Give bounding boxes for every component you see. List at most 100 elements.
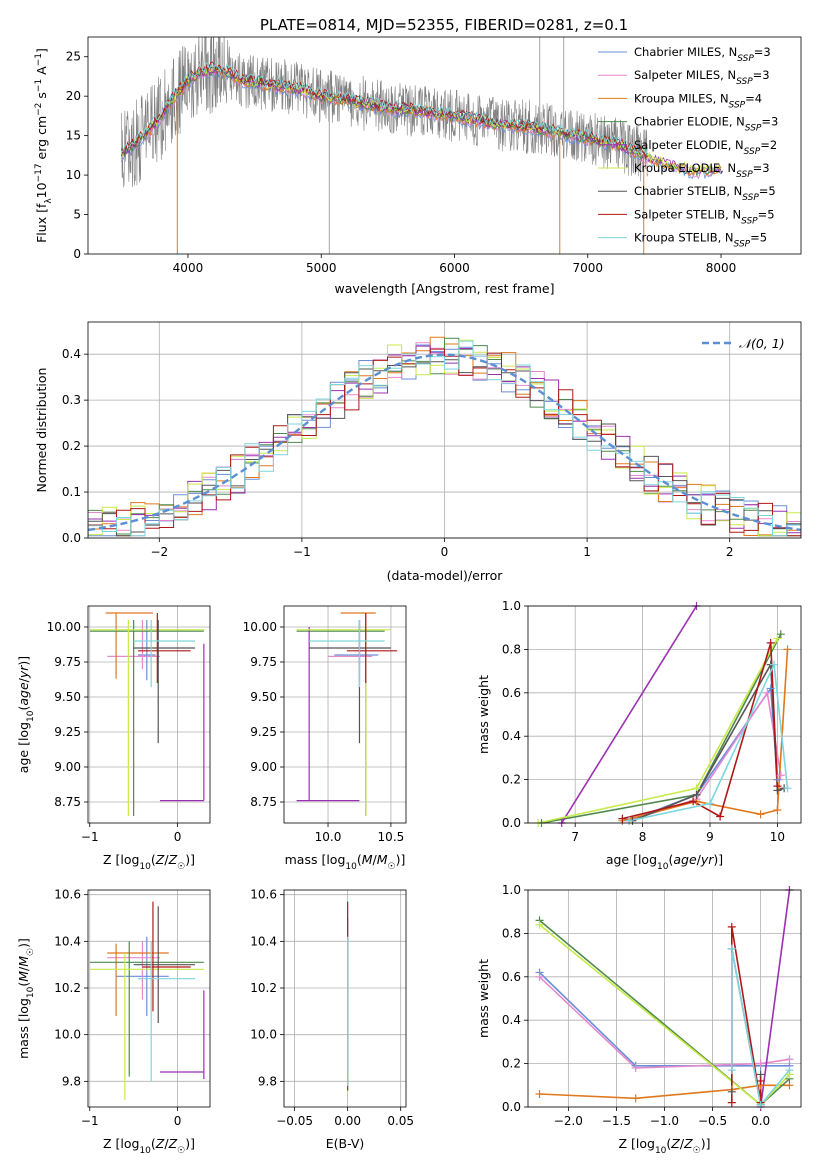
y-axis-label: mass weight bbox=[476, 959, 491, 1038]
y-tick-label: 10.0 bbox=[250, 1028, 277, 1042]
y-tick-label: 0.8 bbox=[502, 642, 521, 656]
legend-entry: Kroupa STELIB, NSSP=5 bbox=[634, 231, 767, 250]
y-tick-label: 0 bbox=[73, 247, 81, 261]
x-tick-label: 10.5 bbox=[378, 830, 405, 844]
y-tick-label: 0.8 bbox=[502, 926, 521, 940]
label-part: age [log bbox=[16, 722, 31, 773]
weight-marker bbox=[783, 784, 792, 793]
legend-entry: Chabrier MILES, NSSP=3 bbox=[634, 45, 771, 64]
label-part: =5 bbox=[759, 184, 776, 198]
label-part: Normed distribution bbox=[34, 368, 49, 493]
x-tick-label: 0.05 bbox=[387, 1114, 414, 1128]
label-part: SSP bbox=[729, 100, 746, 110]
y-tick-label: 0.4 bbox=[502, 729, 521, 743]
x-axis-label: E(B-V) bbox=[326, 1136, 365, 1151]
label-part: −17 bbox=[34, 163, 44, 182]
weight-marker bbox=[535, 972, 544, 981]
label-part: )] bbox=[16, 656, 31, 666]
label-part: ☉ bbox=[693, 1146, 701, 1156]
y-tick-label: 10.4 bbox=[54, 934, 81, 948]
plot-area bbox=[296, 612, 398, 816]
legend-entry: Chabrier STELIB, NSSP=5 bbox=[634, 184, 776, 203]
label-part: )] bbox=[396, 852, 406, 867]
y-tick-label: 25 bbox=[66, 50, 81, 64]
label-part: / bbox=[16, 677, 31, 682]
weight-marker bbox=[692, 790, 701, 799]
label-part: 10 bbox=[655, 1146, 667, 1156]
label-part: 10 bbox=[657, 862, 669, 872]
weight-marker bbox=[773, 782, 782, 791]
mass-vs-metallicity-panel: −1 09.810.010.210.410.6Z [log10(Z/Z☉)]mas… bbox=[16, 888, 211, 1156]
label-part: M bbox=[362, 852, 373, 867]
weight-marker bbox=[689, 797, 698, 806]
weight-marker bbox=[727, 1066, 736, 1075]
y-tick-label: 0.0 bbox=[502, 1100, 521, 1114]
label-part: ( bbox=[666, 1136, 671, 1151]
label-part: Flux [f bbox=[34, 203, 49, 243]
weight-line bbox=[759, 890, 791, 1107]
mass-vs-ebv-panel: −0.05 0.00 0.05 9.8 10.0 10.2 10.4 10.6 E(B-V) bbox=[250, 888, 414, 1151]
label-part: ] bbox=[34, 48, 49, 53]
weight-marker bbox=[766, 684, 775, 693]
label-part: ☉ bbox=[388, 862, 396, 872]
label-part: =3 bbox=[753, 161, 770, 175]
x-tick-label: 0.0 bbox=[751, 1114, 770, 1128]
label-part: SSP bbox=[736, 77, 753, 87]
y-tick-label: 9.00 bbox=[250, 760, 277, 774]
age-vs-mass-panel: 10.0 10.5 8.75 9.00 9.25 9.50 9.75 10.00 mass [l… bbox=[243, 605, 407, 872]
weight-marker bbox=[770, 660, 779, 669]
y-tick-label: 10.4 bbox=[250, 934, 277, 948]
label-part: )] bbox=[185, 852, 195, 867]
plot-area bbox=[89, 612, 205, 816]
plot-area bbox=[89, 901, 205, 1100]
weight-marker bbox=[706, 799, 714, 808]
y-axis-label: mass weight bbox=[476, 675, 491, 754]
x-tick-label: 1 bbox=[583, 545, 591, 559]
y-tick-label: 8.75 bbox=[54, 795, 81, 809]
y-tick-label: 9.50 bbox=[250, 690, 277, 704]
weight-marker bbox=[727, 1087, 736, 1096]
label-part: Salpeter STELIB, N bbox=[634, 207, 741, 221]
axes-frame bbox=[527, 605, 802, 824]
x-tick-label: 8 bbox=[639, 830, 647, 844]
label-part: M bbox=[16, 956, 31, 967]
label-part: 10 bbox=[345, 862, 357, 872]
label-part: M bbox=[377, 852, 388, 867]
weight-marker bbox=[766, 638, 775, 647]
y-tick-label: 0.1 bbox=[62, 485, 81, 499]
residual-histogram bbox=[88, 340, 801, 537]
x-tick-label: 0 bbox=[174, 1114, 182, 1128]
weight-line bbox=[628, 690, 782, 822]
weight-marker bbox=[756, 1100, 765, 1109]
weight-marker bbox=[716, 812, 725, 821]
label-part: mass weight bbox=[476, 675, 491, 754]
y-tick-label: 9.25 bbox=[54, 725, 81, 739]
weight-marker bbox=[776, 630, 785, 639]
y-tick-label: 10.2 bbox=[54, 981, 81, 995]
y-tick-label: 0.2 bbox=[502, 773, 521, 787]
label-part: SSP bbox=[736, 170, 753, 180]
weight-marker bbox=[756, 1059, 765, 1068]
x-tick-label: −2.0 bbox=[554, 1114, 583, 1128]
weight-marker bbox=[631, 1063, 640, 1072]
legend-entry: 𝒩(0, 1) bbox=[739, 336, 785, 351]
figure-title: PLATE=0814, MJD=52355, FIBERID=0281, z=0… bbox=[260, 16, 628, 34]
label-part: ( bbox=[151, 852, 156, 867]
y-axis-label: mass [log10(M/M☉)] bbox=[16, 938, 36, 1059]
x-tick-label: 7000 bbox=[572, 261, 603, 275]
y-tick-label: 9.8 bbox=[258, 1074, 277, 1088]
weight-line bbox=[622, 642, 779, 820]
weight-marker bbox=[535, 1089, 544, 1098]
label-part: 10 bbox=[139, 862, 151, 872]
y-tick-label: 9.8 bbox=[62, 1074, 81, 1088]
label-part: 10 bbox=[139, 1146, 151, 1156]
label-part: Salpeter MILES, N bbox=[634, 68, 736, 82]
x-tick-label: −1.5 bbox=[602, 1114, 631, 1128]
weight-marker bbox=[785, 1055, 794, 1064]
label-part: yr bbox=[16, 665, 31, 679]
y-tick-label: 0.2 bbox=[502, 1057, 521, 1071]
legend-entry: Chabrier ELODIE, NSSP=3 bbox=[634, 115, 778, 134]
y-tick-label: 1.0 bbox=[502, 599, 521, 613]
